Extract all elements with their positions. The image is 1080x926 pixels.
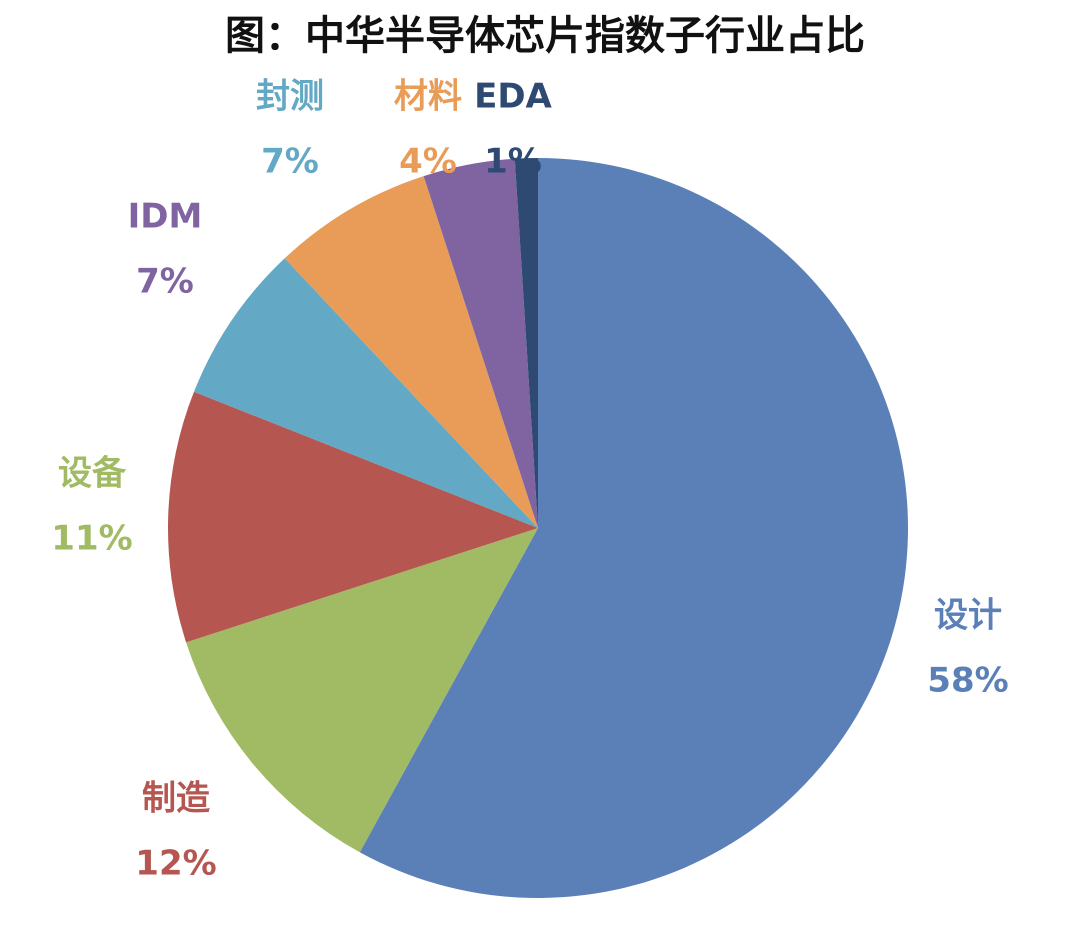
pie-slice (359, 158, 908, 898)
chart-title: 图：中华半导体芯片指数子行业占比 (225, 13, 865, 59)
slice-label: IDM (128, 197, 203, 237)
pie-slice (168, 391, 538, 643)
pie-slice (423, 158, 538, 529)
slice-label: 材料 (394, 77, 462, 117)
value-label: 1% (484, 142, 542, 182)
slice-label: EDA (474, 77, 552, 117)
slice-label: 制造 (142, 779, 210, 819)
slice-label: 设备 (58, 454, 127, 494)
value-label: 7% (136, 262, 194, 302)
pie-slice (284, 176, 538, 529)
slice-label: 设计 (934, 596, 1002, 636)
value-label: 4% (399, 142, 457, 182)
value-label: 7% (261, 142, 319, 182)
slice-label: 封测 (256, 77, 324, 117)
pie-slice (186, 528, 539, 853)
pie-slice (193, 258, 538, 528)
pie-slice (514, 158, 538, 528)
value-label: 58% (927, 661, 1008, 701)
value-label: 11% (51, 519, 132, 559)
value-label: 12% (135, 844, 216, 884)
